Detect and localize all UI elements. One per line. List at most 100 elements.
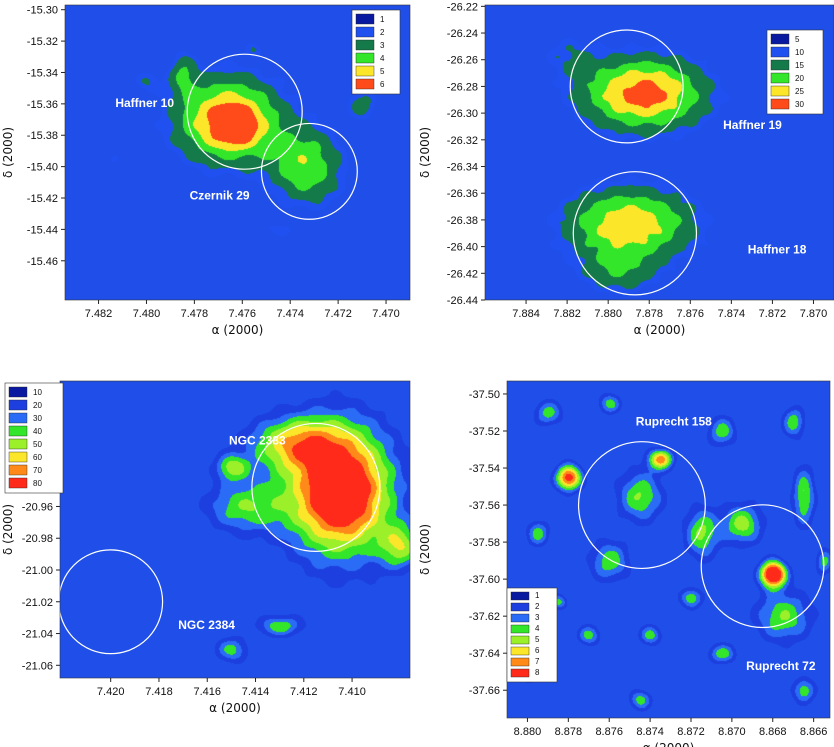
y-tick-label: -37.62 (469, 611, 500, 623)
legend-box (4, 382, 64, 494)
legend-label: 10 (33, 388, 42, 397)
y-tick-label: -37.52 (469, 426, 500, 438)
legend-swatch (8, 386, 28, 398)
cluster-label-0: NGC 2383 (229, 434, 286, 448)
y-tick-label: -37.50 (469, 389, 500, 401)
legend-label: 4 (535, 624, 540, 633)
x-tick-label: 7.872 (759, 308, 787, 320)
legend-swatch (510, 646, 530, 656)
cluster-circle-0 (186, 53, 303, 170)
cluster-label-1: NGC 2384 (178, 618, 235, 632)
x-tick-label: 7.420 (97, 686, 125, 698)
legend-swatch (770, 33, 790, 45)
legend-label: 30 (795, 100, 804, 109)
y-tick-label: -26.34 (447, 162, 478, 174)
x-tick-label: 7.418 (145, 686, 173, 698)
y-tick-label: -26.42 (447, 268, 478, 280)
x-tick-label: 7.414 (242, 686, 270, 698)
x-tick-label: 7.412 (290, 686, 318, 698)
x-tick-label: 8.874 (636, 726, 664, 738)
legend-swatch (8, 399, 28, 411)
cluster-label-1: Czernik 29 (190, 189, 250, 203)
cluster-label-0: Ruprecht 158 (636, 414, 712, 428)
y-tick-label: -15.42 (27, 193, 58, 205)
x-tick-label: 7.876 (677, 308, 705, 320)
legend-label: 30 (33, 414, 42, 423)
y-tick-label: -26.40 (447, 242, 478, 254)
density-map-ruprecht158-ruprecht72: Ruprecht 158 Ruprecht 72 8.880 8.878 8.876 8.… (417, 373, 834, 747)
x-tick-label: 7.478 (181, 308, 209, 320)
cluster-circle-1 (260, 122, 358, 220)
legend-label: 70 (33, 466, 42, 475)
x-tick-label: 8.880 (514, 726, 542, 738)
y-tick-label: -26.38 (447, 215, 478, 227)
legend-swatch (355, 39, 375, 51)
legend-label: 60 (33, 453, 42, 462)
legend-label: 6 (380, 80, 385, 89)
y-tick-label: -37.66 (469, 685, 500, 697)
y-tick-label: -15.36 (27, 99, 58, 111)
y-tick-label: -37.54 (469, 463, 500, 475)
legend-swatch (510, 591, 530, 601)
legend-swatch (770, 72, 790, 84)
y-tick-label: -15.30 (27, 5, 58, 17)
legend-label: 15 (795, 61, 804, 70)
cluster-circle-1 (572, 171, 698, 296)
x-axis-label: α (2000) (634, 323, 686, 337)
x-axis-label: α (2000) (643, 741, 695, 747)
legend-label: 20 (795, 74, 804, 83)
legend-label: 6 (535, 646, 540, 655)
x-tick-label: 7.878 (635, 308, 663, 320)
y-tick-label: -37.60 (469, 574, 500, 586)
legend-swatch (510, 613, 530, 623)
legend-label: 25 (795, 87, 804, 96)
legend-swatch (8, 425, 28, 437)
legend-swatch (770, 85, 790, 97)
y-tick-label: -20.96 (22, 501, 53, 513)
chart-svg: Ruprecht 158 Ruprecht 72 8.880 8.878 8.876 8.… (418, 380, 831, 747)
x-tick-label: 8.870 (718, 726, 746, 738)
legend-label: 7 (535, 657, 540, 666)
legend-label: 1 (380, 15, 385, 24)
plot-frame (484, 4, 834, 301)
legend-label: 3 (380, 41, 385, 50)
legend-label: 4 (380, 54, 385, 63)
y-tick-label: -20.98 (22, 533, 53, 545)
legend-label: 20 (33, 401, 42, 410)
x-tick-label: 7.472 (324, 308, 352, 320)
y-tick-label: -26.44 (447, 295, 478, 307)
y-tick-label: -21.00 (22, 565, 53, 577)
y-axis-label: δ (2000) (418, 524, 432, 575)
legend-swatch (8, 451, 28, 463)
x-tick-label: 7.870 (800, 308, 828, 320)
y-tick-label: -21.04 (22, 629, 53, 641)
x-tick-label: 7.882 (553, 308, 581, 320)
x-axis-label: α (2000) (209, 701, 261, 715)
x-tick-label: 7.470 (372, 308, 400, 320)
y-tick-label: -21.02 (22, 597, 53, 609)
legend-label: 80 (33, 479, 42, 488)
y-tick-label: -37.56 (469, 500, 500, 512)
density-map-haffner10-czernik29: Haffner 10 Czernik 29 7.482 7.480 7.478 7.476… (0, 0, 417, 373)
x-tick-label: 7.476 (229, 308, 257, 320)
y-tick-label: -15.34 (27, 67, 58, 79)
y-tick-label: -26.30 (447, 108, 478, 120)
x-tick-label: 8.872 (677, 726, 705, 738)
y-tick-label: -26.36 (447, 188, 478, 200)
cluster-circle-0 (569, 29, 684, 144)
cluster-circle-0 (577, 441, 706, 570)
y-axis-label: δ (2000) (1, 127, 15, 178)
legend-swatch (8, 412, 28, 424)
legend-swatch (355, 13, 375, 25)
y-tick-label: -26.22 (447, 1, 478, 13)
density-map-ngc2383-ngc2384: NGC 2383 NGC 2384 7.420 7.418 7.416 7.414 7.41… (0, 373, 417, 747)
plot-frame (506, 380, 831, 719)
legend-swatch (8, 438, 28, 450)
heatmap-raster (507, 381, 830, 718)
x-tick-label: 7.482 (85, 308, 113, 320)
heatmap-raster (60, 381, 410, 678)
legend-label: 2 (380, 28, 385, 37)
legend-label: 50 (33, 440, 42, 449)
y-tick-label: -15.38 (27, 130, 58, 142)
cluster-label-1: Haffner 18 (748, 242, 807, 256)
